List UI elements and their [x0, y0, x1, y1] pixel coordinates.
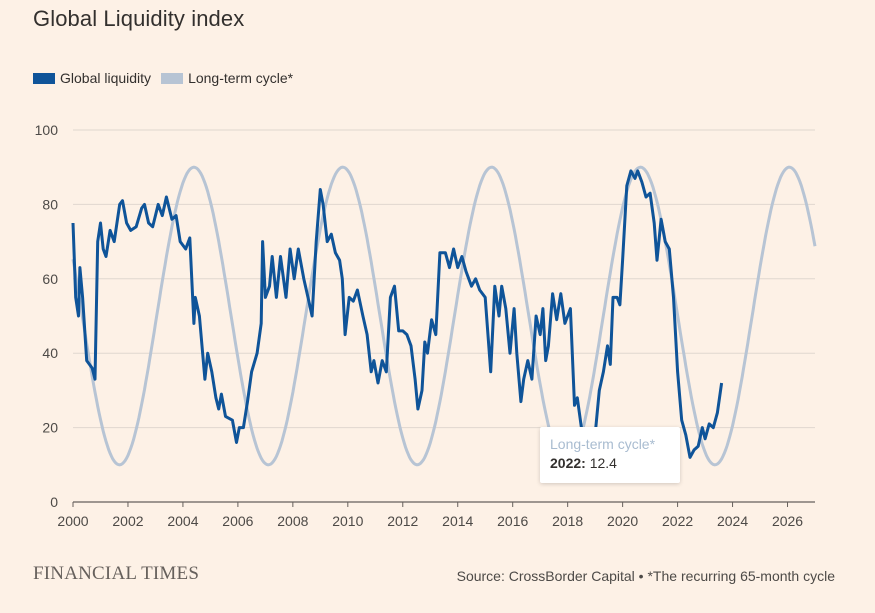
x-tick-label: 2010: [332, 513, 363, 529]
tooltip: Long-term cycle* 2022: 12.4: [540, 427, 680, 483]
tooltip-year: 2022:: [550, 455, 586, 471]
source-note: Source: CrossBorder Capital • *The recur…: [456, 568, 835, 584]
legend-label-cycle: Long-term cycle*: [188, 70, 294, 86]
y-axis: 0 20 40 60 80 100: [35, 122, 59, 510]
y-tick-label: 40: [42, 345, 58, 361]
y-tick-label: 80: [42, 196, 58, 212]
x-tick-label: 2000: [57, 513, 88, 529]
x-tick-label: 2016: [497, 513, 528, 529]
x-tick-label: 2018: [552, 513, 583, 529]
brand-logo: FINANCIAL TIMES: [33, 563, 200, 584]
y-tick-label: 20: [42, 420, 58, 436]
legend-swatch-cycle: [161, 72, 184, 84]
x-tick-label: 2024: [717, 513, 748, 529]
x-tick-label: 2020: [607, 513, 638, 529]
legend-label-liquidity: Global liquidity: [60, 70, 152, 86]
x-axis: 2000 2002 2004 2006 2008 2010 2012 2014 2016 2018…: [57, 502, 803, 529]
x-tick-label: 2014: [442, 513, 473, 529]
series-line-long-term-cycle: [71, 165, 817, 467]
legend-item-liquidity[interactable]: Global liquidity: [33, 70, 151, 86]
y-tick-label: 60: [42, 271, 58, 287]
legend: Global liquidity Long-term cycle*: [33, 70, 303, 86]
tooltip-value: 12.4: [589, 455, 617, 471]
x-tick-label: 2006: [222, 513, 253, 529]
x-tick-label: 2026: [772, 513, 803, 529]
chart-title: Global Liquidity index: [33, 6, 245, 31]
tooltip-series: Long-term cycle*: [550, 436, 656, 452]
grid: [73, 129, 815, 503]
x-tick-label: 2012: [387, 513, 418, 529]
legend-swatch-liquidity: [33, 72, 55, 84]
legend-item-cycle[interactable]: Long-term cycle*: [161, 70, 293, 86]
y-tick-label: 100: [35, 122, 59, 138]
y-tick-label: 0: [50, 494, 58, 510]
x-tick-label: 2022: [662, 513, 693, 529]
series-line-global-liquidity: [71, 169, 724, 459]
x-tick-label: 2004: [167, 513, 198, 529]
x-tick-label: 2008: [277, 513, 308, 529]
x-tick-label: 2002: [112, 513, 143, 529]
